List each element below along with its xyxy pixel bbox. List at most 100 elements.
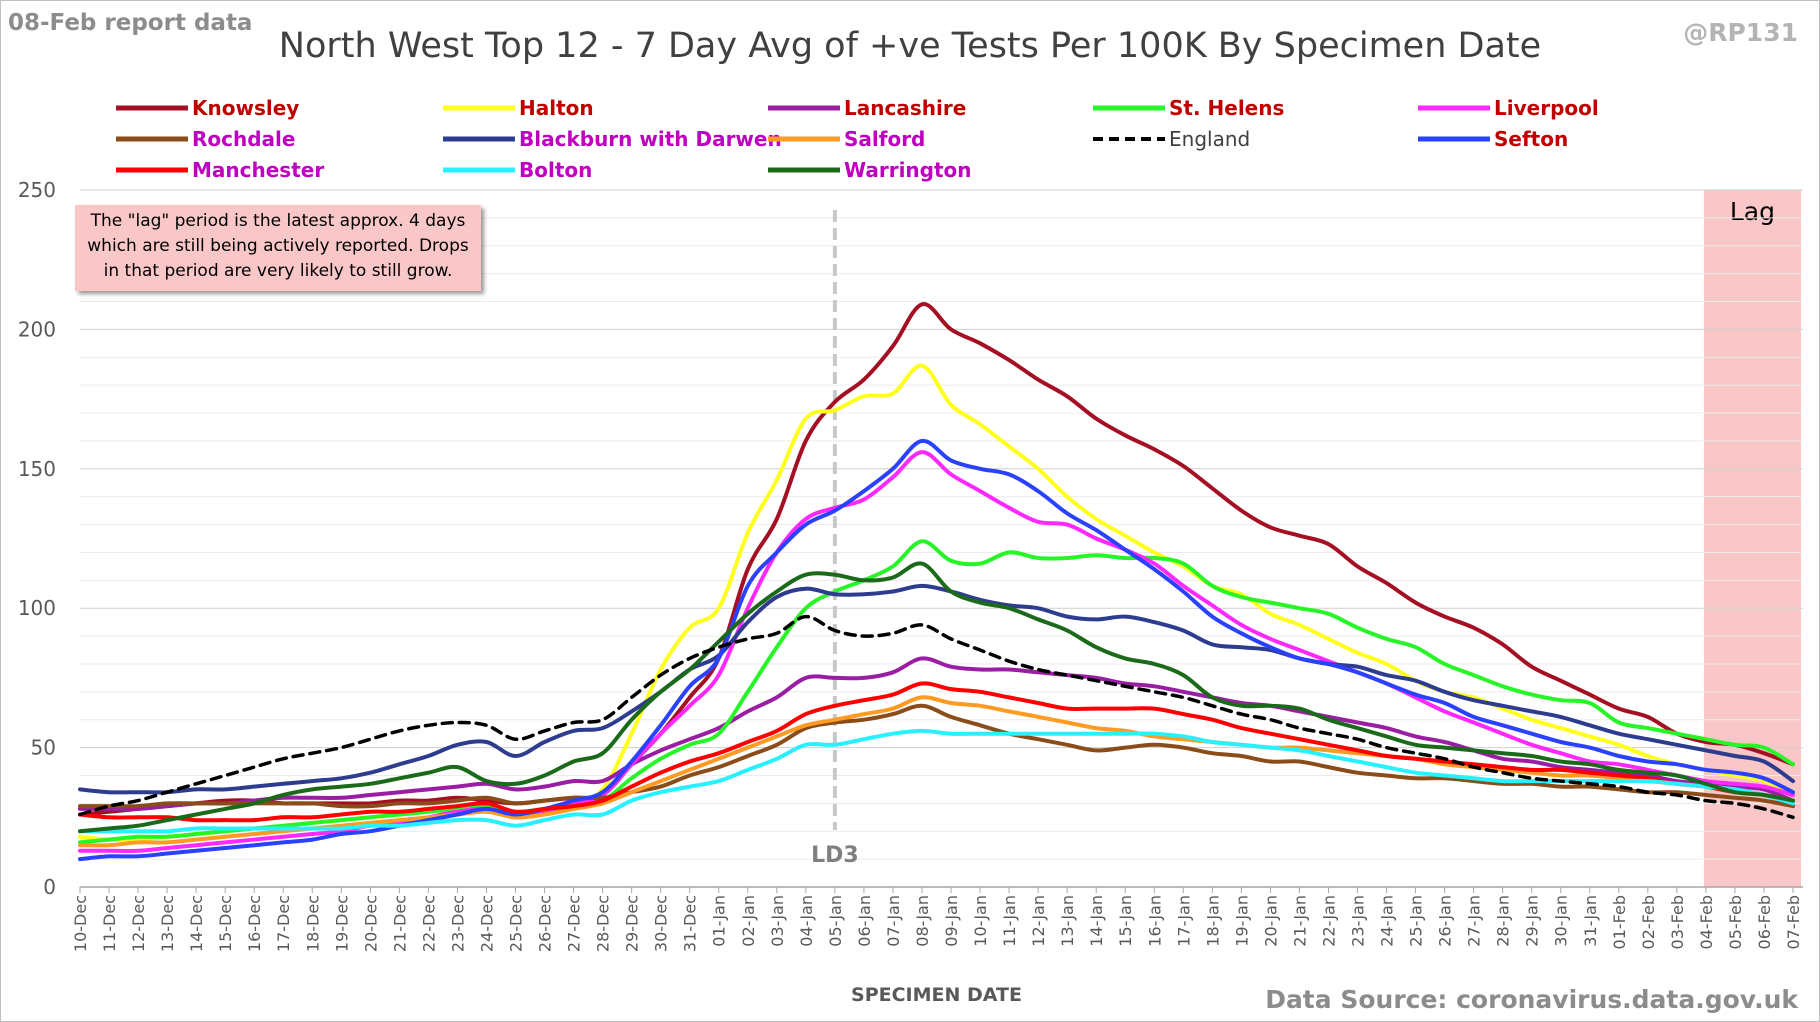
report-date-label: 08-Feb report data [8,10,253,36]
x-tick-label: 07-Jan [884,895,903,947]
x-tick-label: 15-Dec [216,895,235,952]
legend-entry-lancashire: Lancashire [768,96,966,120]
x-tick-label: 31-Jan [1581,895,1600,947]
x-tick-label: 25-Dec [507,895,526,952]
series-line-salford [78,695,1795,848]
x-tick-label: 13-Dec [158,895,177,952]
x-tick-label: 03-Feb [1668,895,1687,949]
x-tick-label: 14-Jan [1087,895,1106,947]
x-tick-label: 27-Dec [565,895,584,952]
x-tick-label: 05-Feb [1726,895,1745,949]
x-tick-label: 21-Jan [1290,895,1309,947]
x-tick-label: 19-Dec [332,895,351,952]
legend-entry-salford: Salford [768,127,925,151]
author-handle: @RP131 [1683,18,1798,47]
x-tick-label: 31-Dec [681,895,700,952]
y-tick-label: 200 [18,317,56,341]
legend-label: Warrington [844,158,972,182]
legend-label: Liverpool [1494,96,1599,120]
x-tick-label: 11-Dec [100,895,119,952]
x-tick-label: 19-Jan [1232,895,1251,947]
series-line-rochdale [78,703,1795,809]
x-tick-label: 12-Jan [1029,895,1048,947]
series-line-blackburn-with-darwen [78,583,1795,795]
series-line-bolton [78,728,1795,834]
x-tick-label: 20-Dec [361,895,380,952]
x-tick-label: 07-Feb [1784,895,1803,949]
x-tick-label: 02-Jan [739,895,758,947]
legend-label: Sefton [1494,127,1568,151]
x-tick-label: 06-Feb [1755,895,1774,949]
x-tick-label: 13-Jan [1058,895,1077,947]
y-tick-label: 50 [31,736,56,760]
x-tick-label: 28-Jan [1494,895,1513,947]
legend-entry-england: England [1093,127,1250,151]
x-tick-label: 17-Jan [1174,895,1193,947]
x-tick-label: 20-Jan [1261,895,1280,947]
x-tick-label: 26-Jan [1436,895,1455,947]
legend-entry-manchester: Manchester [116,158,324,182]
legend-label: Salford [844,127,925,151]
x-tick-label: 12-Dec [129,895,148,952]
x-tick-label: 16-Dec [245,895,264,952]
x-tick-label: 30-Jan [1552,895,1571,947]
legend-entry-knowsley: Knowsley [116,96,299,120]
x-tick-label: 03-Jan [768,895,787,947]
x-tick-label: 17-Dec [274,895,293,952]
x-tick-label: 21-Dec [390,895,409,952]
series-line-england [78,614,1795,820]
legend-label: England [1169,127,1250,151]
y-tick-label: 250 [18,178,56,202]
series-line-knowsley [78,302,1795,817]
x-tick-label: 01-Feb [1610,895,1629,949]
x-tick-label: 04-Jan [797,895,816,947]
x-tick-label: 01-Jan [710,895,729,947]
y-tick-label: 100 [18,596,56,620]
x-tick-label: 10-Jan [971,895,990,947]
legend-label: Blackburn with Darwen [519,127,782,151]
x-tick-label: 02-Feb [1639,895,1658,949]
x-tick-label: 05-Jan [826,895,845,947]
y-tick-label: 0 [43,875,56,899]
legend-label: Rochdale [192,127,295,151]
x-tick-label: 24-Jan [1378,895,1397,947]
legend-entry-blackburn-with-darwen: Blackburn with Darwen [443,127,782,151]
legend-entry-bolton: Bolton [443,158,592,182]
x-tick-label: 16-Jan [1145,895,1164,947]
x-tick-label: 29-Jan [1523,895,1542,947]
note-line: The "lag" period is the latest approx. 4… [90,211,466,231]
x-tick-label: 22-Dec [419,895,438,952]
x-axis-title: SPECIMEN DATE [851,984,1022,1006]
data-source-label: Data Source: coronavirus.data.gov.uk [1265,985,1798,1014]
chart-title: North West Top 12 - 7 Day Avg of +ve Tes… [278,26,1542,66]
series-line-warrington [78,561,1795,834]
x-tick-label: 04-Feb [1697,895,1716,949]
x-tick-label: 26-Dec [536,895,555,952]
x-tick-label: 23-Dec [448,895,467,952]
x-tick-label: 06-Jan [855,895,874,947]
x-tick-label: 29-Dec [623,895,642,952]
lag-explanation-note: The "lag" period is the latest approx. 4… [75,205,481,291]
lag-label: Lag [1730,197,1775,226]
legend-label: Halton [519,96,594,120]
legend-entry-halton: Halton [443,96,594,120]
x-tick-label: 09-Jan [942,895,961,947]
series-line-liverpool [78,450,1795,853]
series-line-st-helens [78,539,1795,845]
x-tick-label: 27-Jan [1465,895,1484,947]
x-tick-label: 10-Dec [71,895,90,952]
x-tick-label: 15-Jan [1116,895,1135,947]
y-tick-label: 150 [18,457,56,481]
ld3-label: LD3 [811,843,859,868]
legend-label: Lancashire [844,96,966,120]
legend-label: Manchester [192,158,324,182]
x-tick-label: 14-Dec [187,895,206,952]
x-tick-label: 11-Jan [1000,895,1019,947]
x-tick-label: 28-Dec [594,895,613,952]
legend-label: St. Helens [1169,96,1284,120]
note-line: in that period are very likely to still … [103,261,453,281]
legend-entry-rochdale: Rochdale [116,127,295,151]
x-tick-label: 22-Jan [1319,895,1338,947]
legend-entry-liverpool: Liverpool [1418,96,1599,120]
